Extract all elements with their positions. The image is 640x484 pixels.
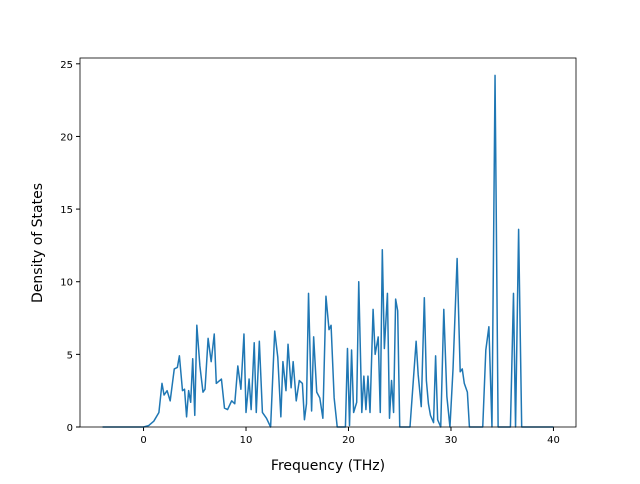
x-tick-label: 30 (445, 435, 458, 446)
y-tick-label: 15 (60, 205, 73, 216)
line (102, 74, 554, 428)
x-tick-label: 40 (547, 435, 560, 446)
x-tick-label: 0 (140, 435, 146, 446)
x-tick-label: 20 (342, 435, 355, 446)
y-tick-label: 0 (67, 423, 73, 434)
y-tick-label: 20 (60, 132, 73, 143)
x-axis-label: Frequency (THz) (271, 458, 385, 474)
plot-frame (79, 57, 577, 428)
y-tick-label: 5 (67, 350, 73, 361)
y-tick-label: 25 (60, 60, 73, 71)
y-axis-label: Density of States (30, 183, 46, 303)
y-tick-label: 10 (60, 278, 73, 289)
x-tick-label: 10 (240, 435, 253, 446)
